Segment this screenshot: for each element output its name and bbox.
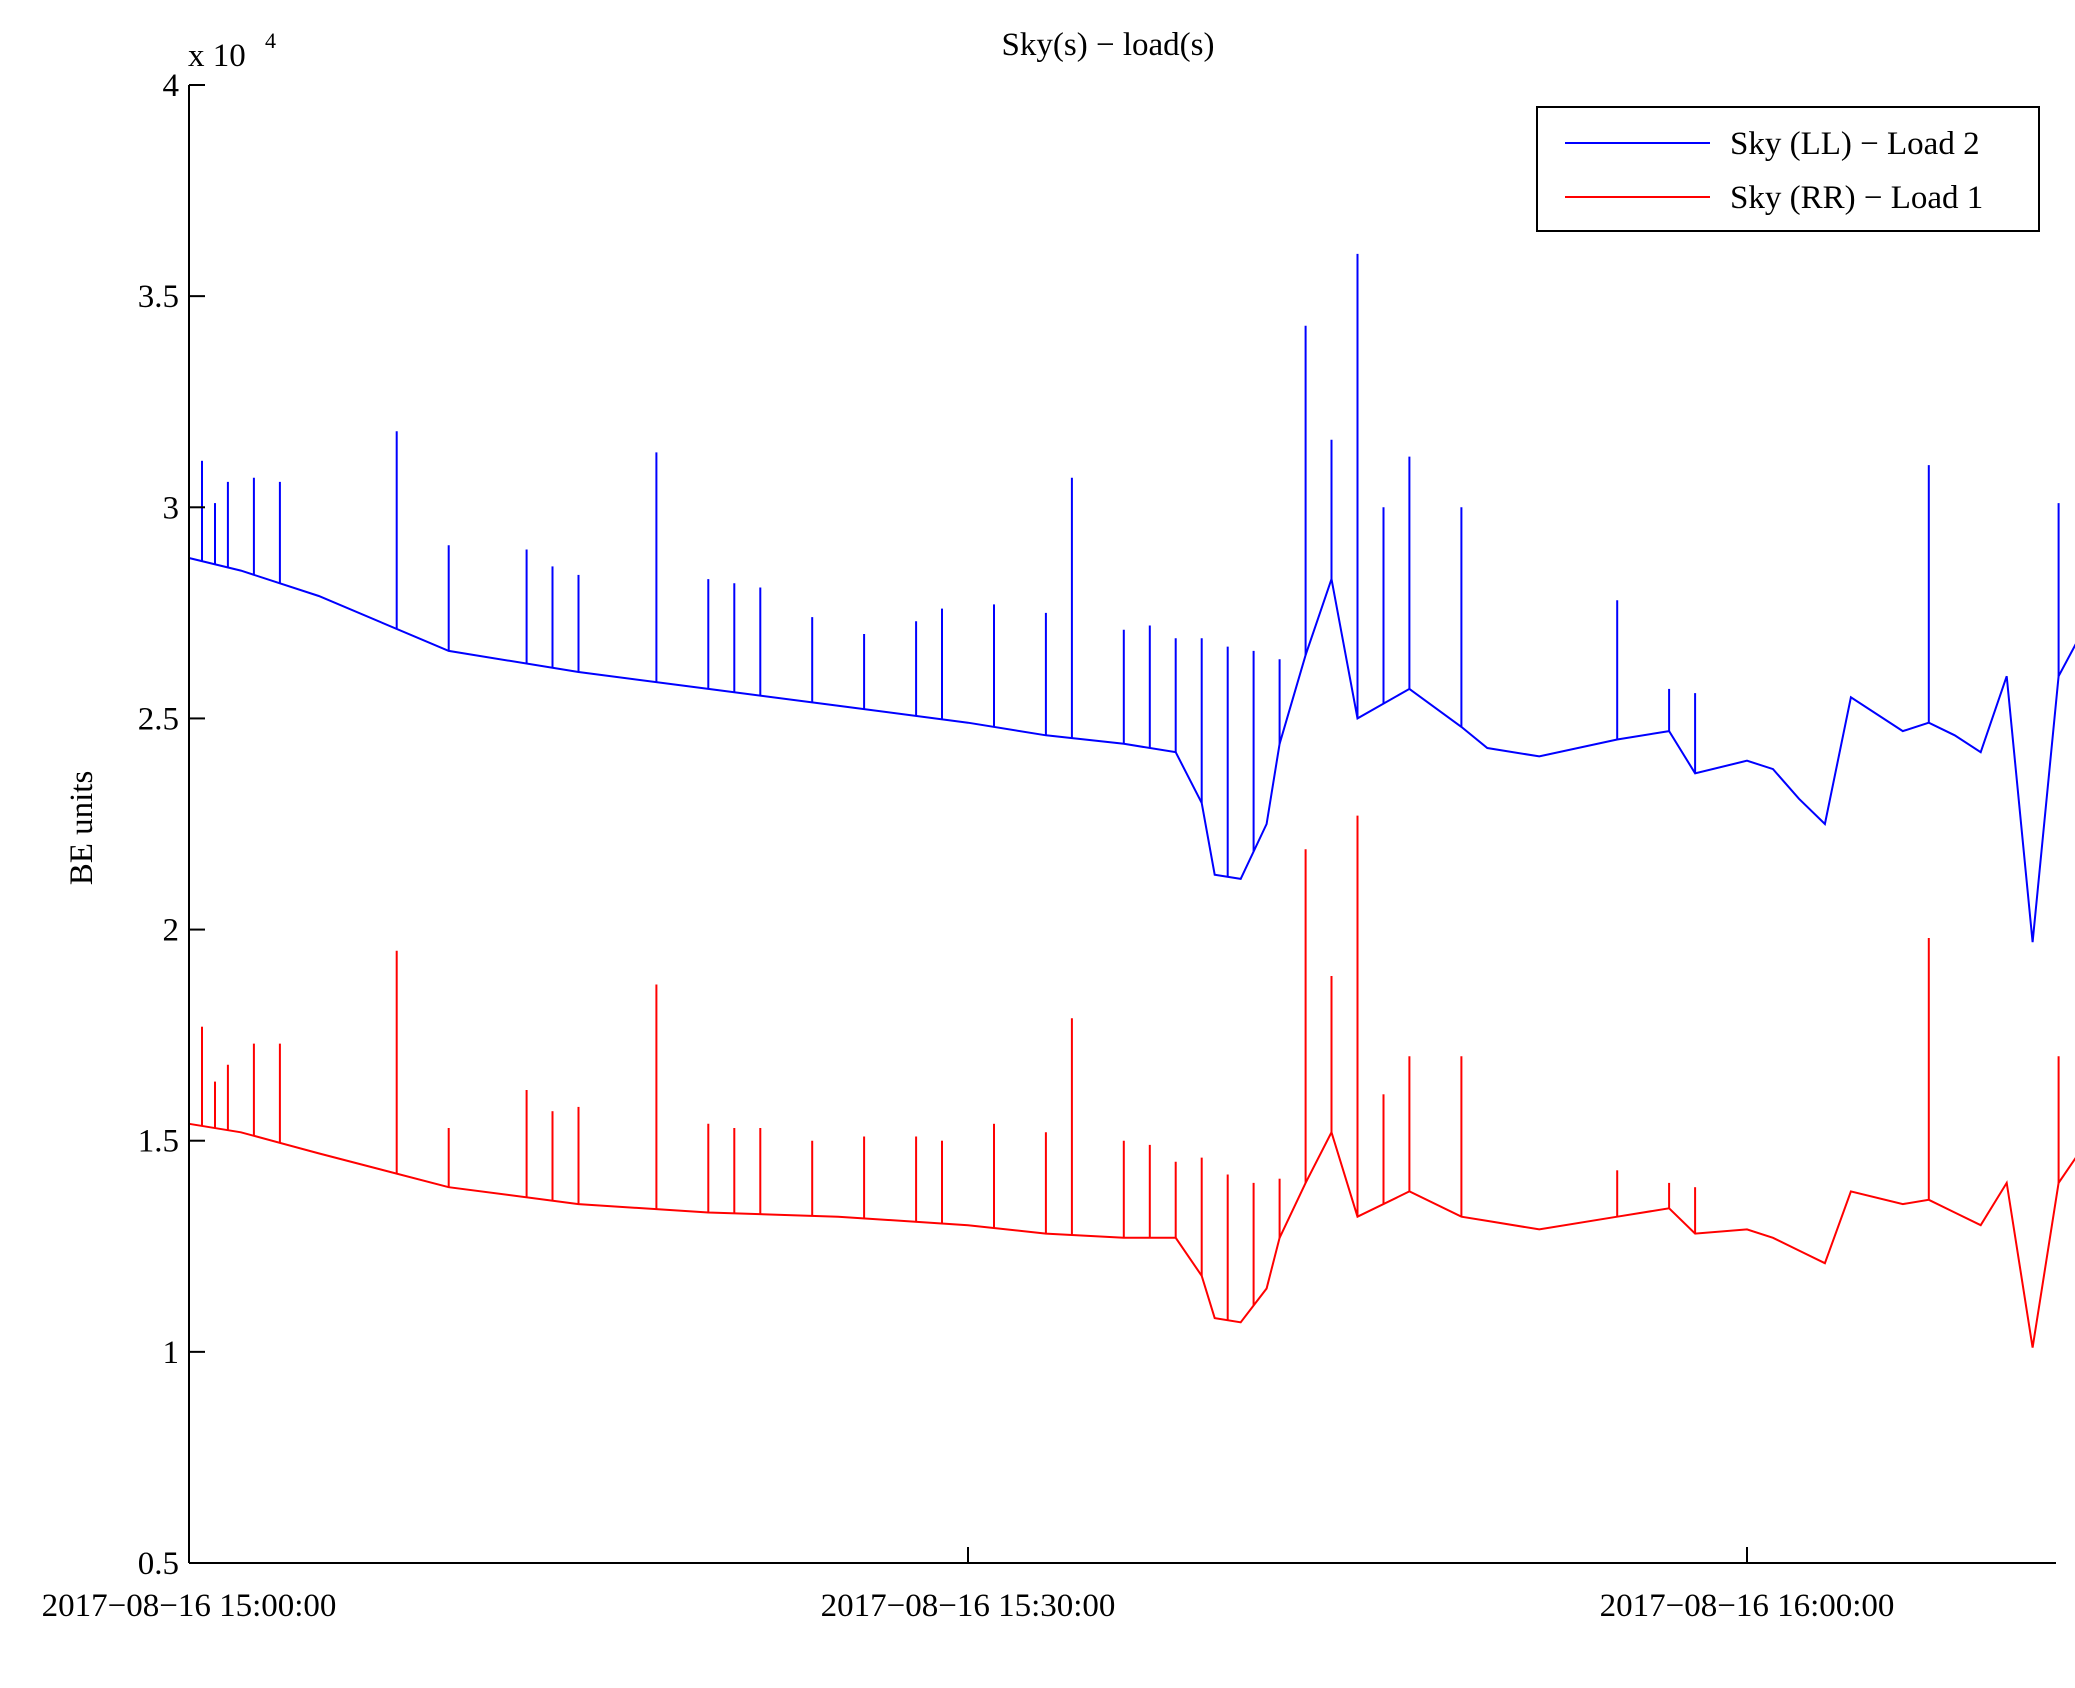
legend-box	[1536, 106, 2040, 232]
chart-title: Sky(s) − load(s)	[1002, 27, 1215, 63]
y-tick-label: 1.5	[138, 1124, 179, 1160]
y-tick-label: 2.5	[138, 701, 179, 737]
legend-label: Sky (RR) − Load 1	[1730, 180, 1983, 216]
legend: Sky (LL) − Load 2 Sky (RR) − Load 1	[1536, 106, 2040, 232]
y-tick-label: 3.5	[138, 279, 179, 315]
y-tick-label: 3	[163, 490, 180, 526]
y-exponent-base: x 10	[188, 38, 246, 74]
y-exponent: x 10 4	[188, 28, 276, 74]
x-tick-label: 2017−08−16 15:30:00	[821, 1588, 1116, 1624]
series-line-1	[188, 1122, 2075, 1348]
y-axis-label: BE units	[64, 771, 100, 886]
x-tick-label: 2017−08−16 16:00:00	[1600, 1588, 1895, 1624]
y-tick-label: 4	[163, 68, 180, 104]
legend-label: Sky (LL) − Load 2	[1730, 126, 1980, 162]
x-tick-label: 2017−08−16 15:00:00	[42, 1588, 337, 1624]
axes: 0.5 1 1.5 2 2.5 3 3.5 4 2017−08−16 15:00:00 2017−…	[42, 68, 2056, 1624]
series-line-0	[188, 557, 2075, 943]
y-tick-label: 2	[163, 913, 180, 949]
y-exponent-power: 4	[265, 28, 276, 53]
y-tick-label: 0.5	[138, 1546, 179, 1582]
y-tick-label: 1	[163, 1335, 180, 1371]
plot-area	[188, 253, 2075, 1348]
